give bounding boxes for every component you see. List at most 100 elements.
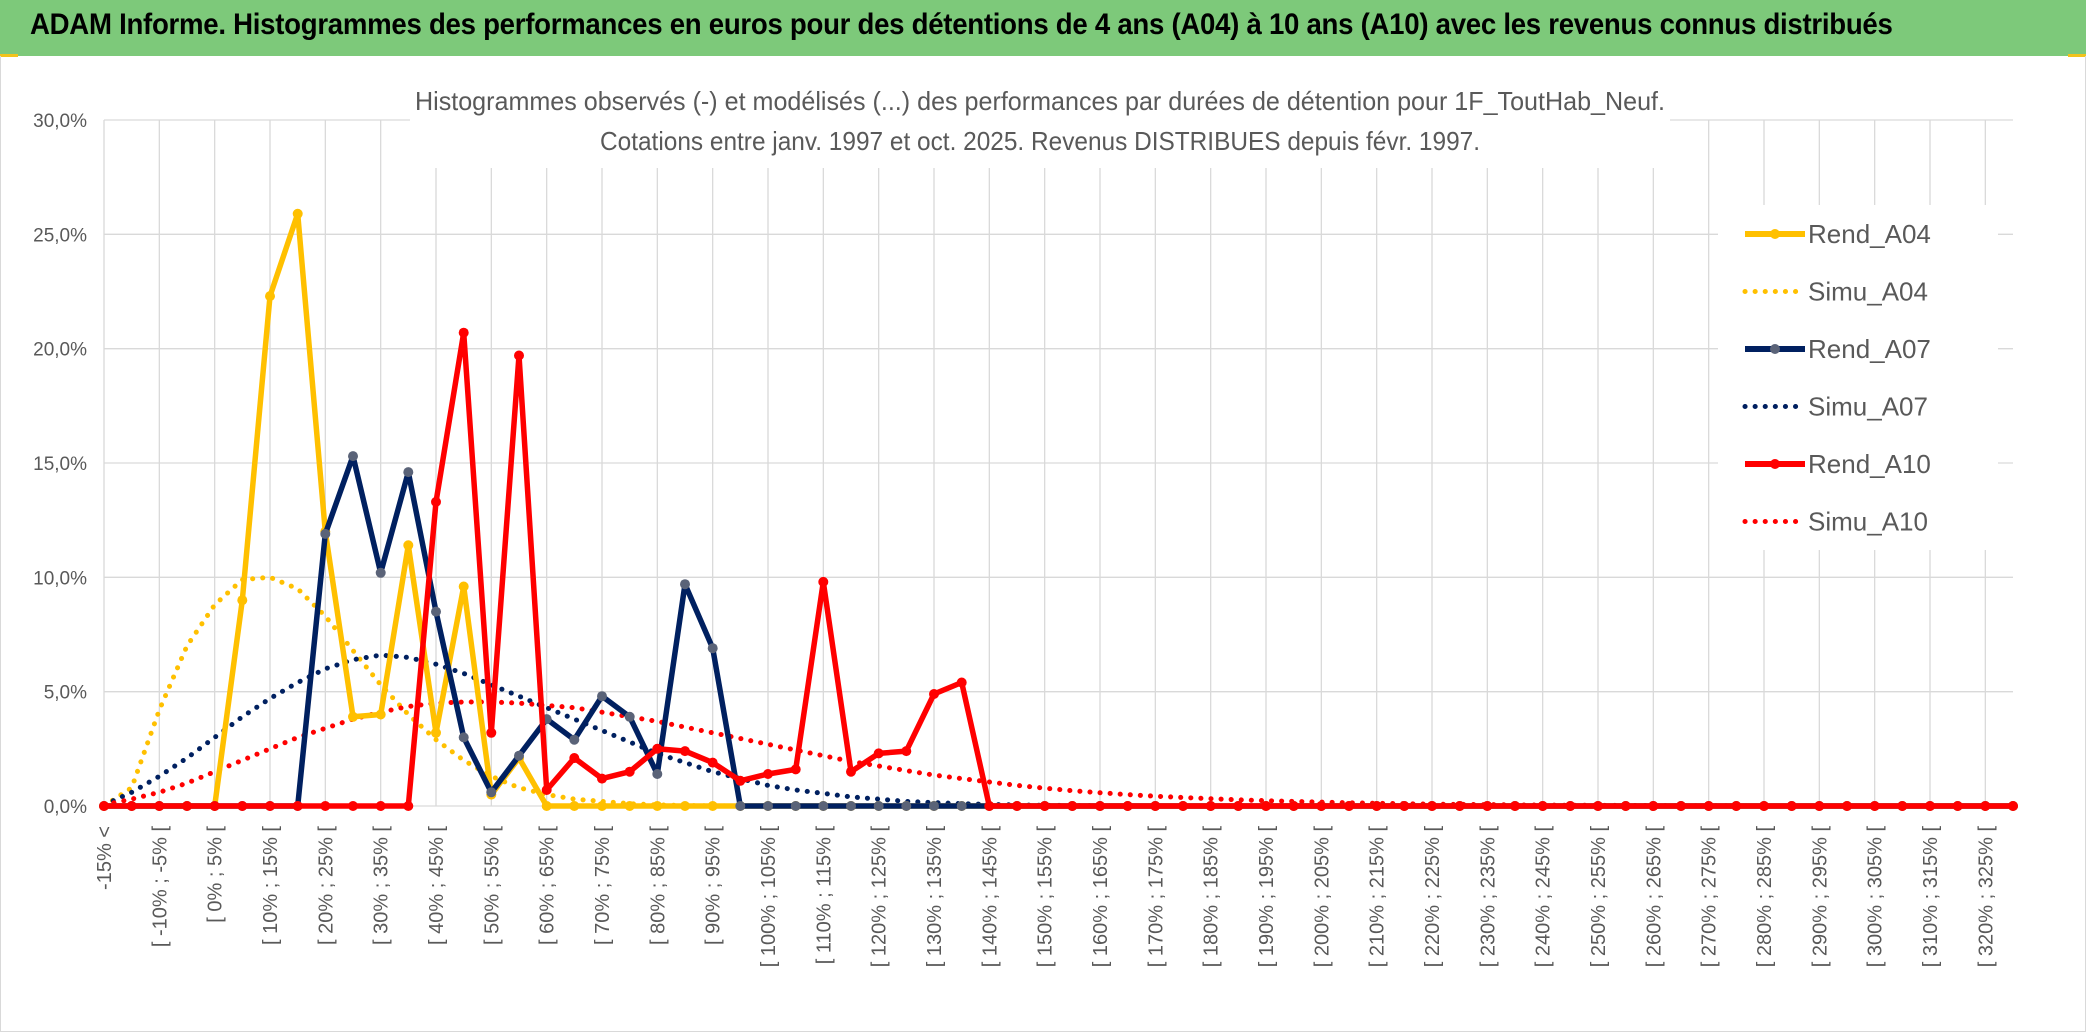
data-point-rend-a10	[763, 769, 773, 779]
series-line-simu-a10	[101, 699, 2016, 809]
y-tick-label: 25,0%	[33, 225, 87, 246]
data-point-rend-a04	[237, 595, 248, 606]
data-point-rend-a10	[1980, 801, 1991, 811]
data-point-rend-a10	[403, 801, 414, 811]
data-point-rend-a10	[818, 576, 829, 587]
x-axis-labels: -15% < [ -10% ; -5% [[ 0% ; 5% [[ 10% ; 1…	[94, 826, 1997, 968]
y-tick-label: 15,0%	[33, 454, 87, 475]
data-point-rend-a10	[1399, 801, 1410, 811]
data-point-rend-a10	[320, 801, 331, 811]
data-point-rend-a10	[182, 801, 192, 811]
data-point-rend-a07	[901, 801, 912, 811]
data-point-rend-a07	[569, 734, 580, 745]
legend-label: Simu_A04	[1808, 277, 1928, 307]
x-tick-label: [ 180% ; 185% [	[1201, 826, 1223, 968]
data-point-rend-a10	[735, 775, 746, 786]
x-tick-label: [ 140% ; 145% [	[979, 826, 1001, 968]
y-tick-label: 5,0%	[44, 683, 87, 704]
data-point-rend-a04	[403, 540, 414, 551]
data-point-rend-a10	[1261, 801, 1271, 811]
series-layer	[99, 208, 2018, 811]
data-point-rend-a10	[1095, 801, 1105, 811]
data-point-rend-a10	[1178, 801, 1188, 811]
data-point-rend-a10	[624, 766, 635, 777]
data-point-rend-a10	[1427, 801, 1437, 811]
data-point-rend-a07	[348, 451, 358, 462]
data-point-rend-a07	[680, 579, 690, 590]
data-point-rend-a04	[265, 291, 275, 302]
legend-label: Simu_A07	[1808, 392, 1928, 422]
data-point-rend-a10	[1344, 801, 1354, 811]
data-point-rend-a04	[569, 801, 580, 811]
x-tick-label: [ 0% ; 5% [	[205, 826, 227, 923]
data-point-rend-a04	[707, 801, 718, 811]
data-point-rend-a10	[1482, 801, 1493, 811]
data-point-rend-a10	[1786, 801, 1797, 811]
data-point-rend-a10	[1288, 801, 1299, 811]
data-point-rend-a07	[403, 467, 414, 478]
data-point-rend-a10	[1316, 801, 1327, 811]
data-point-rend-a10	[1122, 801, 1133, 811]
x-tick-label: [ 260% ; 265% [	[1643, 826, 1665, 968]
data-point-rend-a10	[1067, 801, 1078, 811]
legend-marker	[1770, 344, 1780, 354]
x-tick-label: [ 110% ; 115% [	[813, 826, 835, 965]
data-point-rend-a07	[956, 801, 967, 811]
legend-label: Rend_A04	[1808, 219, 1931, 249]
data-point-rend-a10	[1620, 801, 1631, 811]
x-tick-label: [ 190% ; 195% [	[1256, 826, 1278, 968]
x-tick-label: [ 90% ; 95% [	[703, 826, 725, 945]
data-point-rend-a10	[1952, 801, 1963, 811]
x-tick-label: [ 50% ; 55% [	[481, 826, 503, 945]
y-tick-label: 0,0%	[44, 797, 87, 818]
data-point-rend-a07	[652, 769, 663, 779]
x-tick-label: [ 100% ; 105% [	[758, 826, 780, 968]
data-point-rend-a10	[1731, 801, 1742, 811]
data-point-rend-a10	[1703, 801, 1714, 811]
x-tick-label: [ 150% ; 155% [	[1035, 826, 1057, 968]
data-point-rend-a04	[348, 711, 358, 722]
data-point-rend-a07	[320, 528, 331, 539]
data-point-rend-a10	[375, 801, 386, 811]
x-tick-label: [ 280% ; 285% [	[1754, 826, 1776, 968]
data-point-rend-a10	[1759, 801, 1769, 811]
series-line-simu-a07	[101, 652, 2016, 809]
x-tick-label: [ 20% ; 25% [	[315, 826, 337, 945]
x-tick-label: [ 170% ; 175% [	[1145, 826, 1167, 968]
data-point-rend-a10	[1925, 801, 1935, 811]
data-point-rend-a04	[431, 727, 441, 738]
x-tick-label: [ 70% ; 75% [	[592, 826, 614, 945]
data-point-rend-a10	[1510, 801, 1520, 811]
data-point-rend-a10	[1371, 801, 1382, 811]
data-point-rend-a10	[292, 801, 303, 811]
x-tick-label: [ 230% ; 235% [	[1477, 826, 1499, 968]
data-point-rend-a10	[1012, 801, 1022, 811]
data-point-rend-a04	[458, 581, 469, 592]
data-point-rend-a10	[265, 801, 275, 811]
data-point-rend-a07	[735, 801, 746, 811]
title-banner: ADAM Informe. Histogrammes des performan…	[0, 0, 2086, 56]
data-point-rend-a10	[209, 801, 220, 811]
data-point-rend-a10	[1565, 801, 1576, 811]
x-tick-label: [ 30% ; 35% [	[371, 826, 393, 945]
data-point-rend-a10	[486, 727, 497, 738]
data-point-rend-a10	[154, 801, 165, 811]
data-point-rend-a07	[624, 711, 635, 722]
data-point-rend-a10	[431, 496, 441, 507]
data-point-rend-a07	[597, 691, 607, 702]
data-point-rend-a07	[707, 643, 718, 654]
data-point-rend-a10	[541, 785, 552, 795]
x-tick-label: [ 130% ; 135% [	[924, 826, 946, 968]
data-point-rend-a10	[901, 746, 912, 757]
y-tick-label: 10,0%	[33, 568, 87, 589]
y-tick-label: 20,0%	[33, 340, 87, 361]
data-point-rend-a04	[624, 801, 635, 811]
data-point-rend-a10	[846, 766, 856, 777]
data-point-rend-a10	[1814, 801, 1825, 811]
data-point-rend-a04	[375, 709, 386, 720]
y-axis-labels: 0,0% 5,0% 10,0% 15,0% 20,0% 25,0% 30,0%	[33, 111, 87, 818]
data-point-rend-a10	[1454, 801, 1465, 811]
data-point-rend-a10	[984, 801, 995, 811]
data-point-rend-a07	[846, 801, 856, 811]
